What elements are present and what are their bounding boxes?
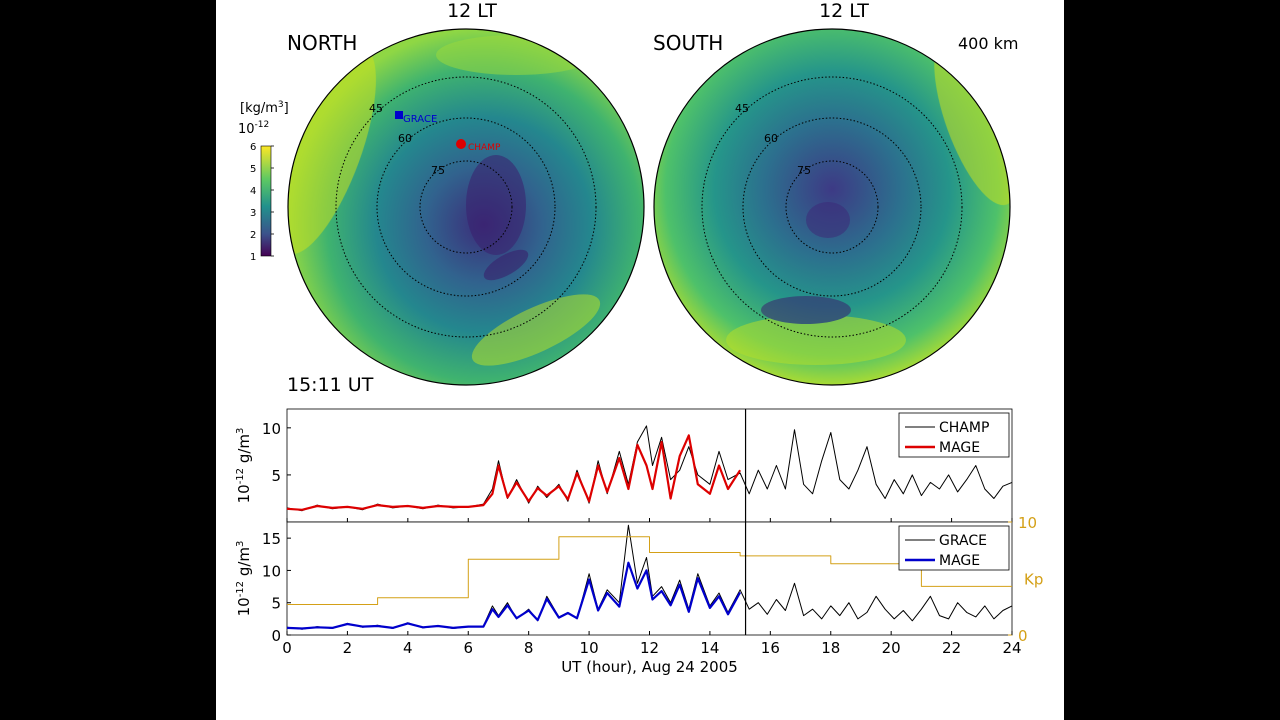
series-mage-line <box>286 561 742 630</box>
figure-canvas: 12 LT 12 LT NORTH SOUTH 400 km 15:11 UT … <box>235 0 1043 676</box>
south-lat-45: 45 <box>735 102 749 115</box>
legend-box <box>898 412 1010 458</box>
x-tick-label: 16 <box>761 639 780 657</box>
south-lat-60: 60 <box>764 132 778 145</box>
x-tick-label: 8 <box>524 639 534 657</box>
x-tick-label: 6 <box>463 639 473 657</box>
north-lat-45: 45 <box>369 102 383 115</box>
series-mage-line <box>286 434 742 511</box>
champ-density-panel: 5 10 10-12 g/m3 CHAMP MAGE <box>235 408 1013 523</box>
y-tick-label: 10 <box>262 420 281 438</box>
colorbar-tick-label: 3 <box>250 208 256 219</box>
x-tick-label: 24 <box>1002 639 1021 657</box>
series-kp-line <box>287 536 1012 605</box>
y-axis-label: 10-12 g/m3 <box>235 541 253 617</box>
time-label: 15:11 UT <box>287 374 374 396</box>
plot-frame <box>286 408 1013 523</box>
south-label: SOUTH <box>653 31 723 55</box>
x-tick-label: 10 <box>580 639 599 657</box>
legend-entry: MAGE <box>939 553 980 569</box>
kp-axis-label: Kp <box>1024 571 1043 589</box>
x-tick-label: 4 <box>403 639 413 657</box>
north-lat-60: 60 <box>398 132 412 145</box>
figure-panel: 12 LT 12 LT NORTH SOUTH 400 km 15:11 UT … <box>216 0 1064 720</box>
north-lt-label: 12 LT <box>447 0 497 22</box>
colorbar-unit: [kg/m <box>240 101 278 116</box>
grace-marker <box>395 111 403 119</box>
colorbar-tick-label: 5 <box>250 164 256 175</box>
colorbar-tick-label: 1 <box>250 252 256 263</box>
y-tick-label: 0 <box>271 627 281 645</box>
x-tick-label: 22 <box>942 639 961 657</box>
champ-marker-label: CHAMP <box>468 143 501 153</box>
colorbar-tick-label: 6 <box>250 142 256 153</box>
y-tick-label: 5 <box>271 595 281 613</box>
x-tick-label: 14 <box>700 639 719 657</box>
altitude-label: 400 km <box>958 34 1018 53</box>
svg-text:[kg/m3]: [kg/m3] <box>240 100 289 116</box>
svg-text:10-12: 10-12 <box>238 120 269 137</box>
x-tick-label: 18 <box>821 639 840 657</box>
champ-marker <box>456 139 466 149</box>
x-tick-label: 20 <box>882 639 901 657</box>
south-lat-75: 75 <box>797 164 811 177</box>
north-lat-75: 75 <box>431 164 445 177</box>
y-axis-label: 10-12 g/m3 <box>235 428 253 504</box>
x-tick-label: 0 <box>282 639 292 657</box>
x-axis-label: UT (hour), Aug 24 2005 <box>561 658 738 676</box>
legend-entry: GRACE <box>939 533 987 549</box>
grace-marker-label: GRACE <box>403 114 437 125</box>
y-tick-label: 15 <box>262 530 281 548</box>
x-tick-label: 2 <box>343 639 353 657</box>
colorbar-tick-label: 2 <box>250 230 256 241</box>
colorbar-tick-label: 4 <box>250 186 256 197</box>
legend-entry: CHAMP <box>939 420 989 436</box>
colorbar-gradient <box>260 145 272 257</box>
right-axis-tick-label: 0 <box>1018 627 1028 645</box>
north-label: NORTH <box>287 31 357 55</box>
legend-entry: MAGE <box>939 440 980 456</box>
south-polar-map: 45 60 75 <box>653 28 1011 386</box>
y-tick-label: 5 <box>271 467 281 485</box>
legend-box <box>898 525 1010 571</box>
south-lt-label: 12 LT <box>819 0 869 22</box>
x-tick-label: 12 <box>640 639 659 657</box>
colorbar-scale: 10 <box>238 122 255 137</box>
north-polar-map: 45 60 75 GRACE CHAMP <box>287 28 645 386</box>
y-tick-label: 10 <box>262 562 281 580</box>
colorbar: [kg/m3] 10-12 1 2 3 4 5 6 <box>238 100 289 263</box>
right-axis-tick-label: 10 <box>1018 514 1037 532</box>
